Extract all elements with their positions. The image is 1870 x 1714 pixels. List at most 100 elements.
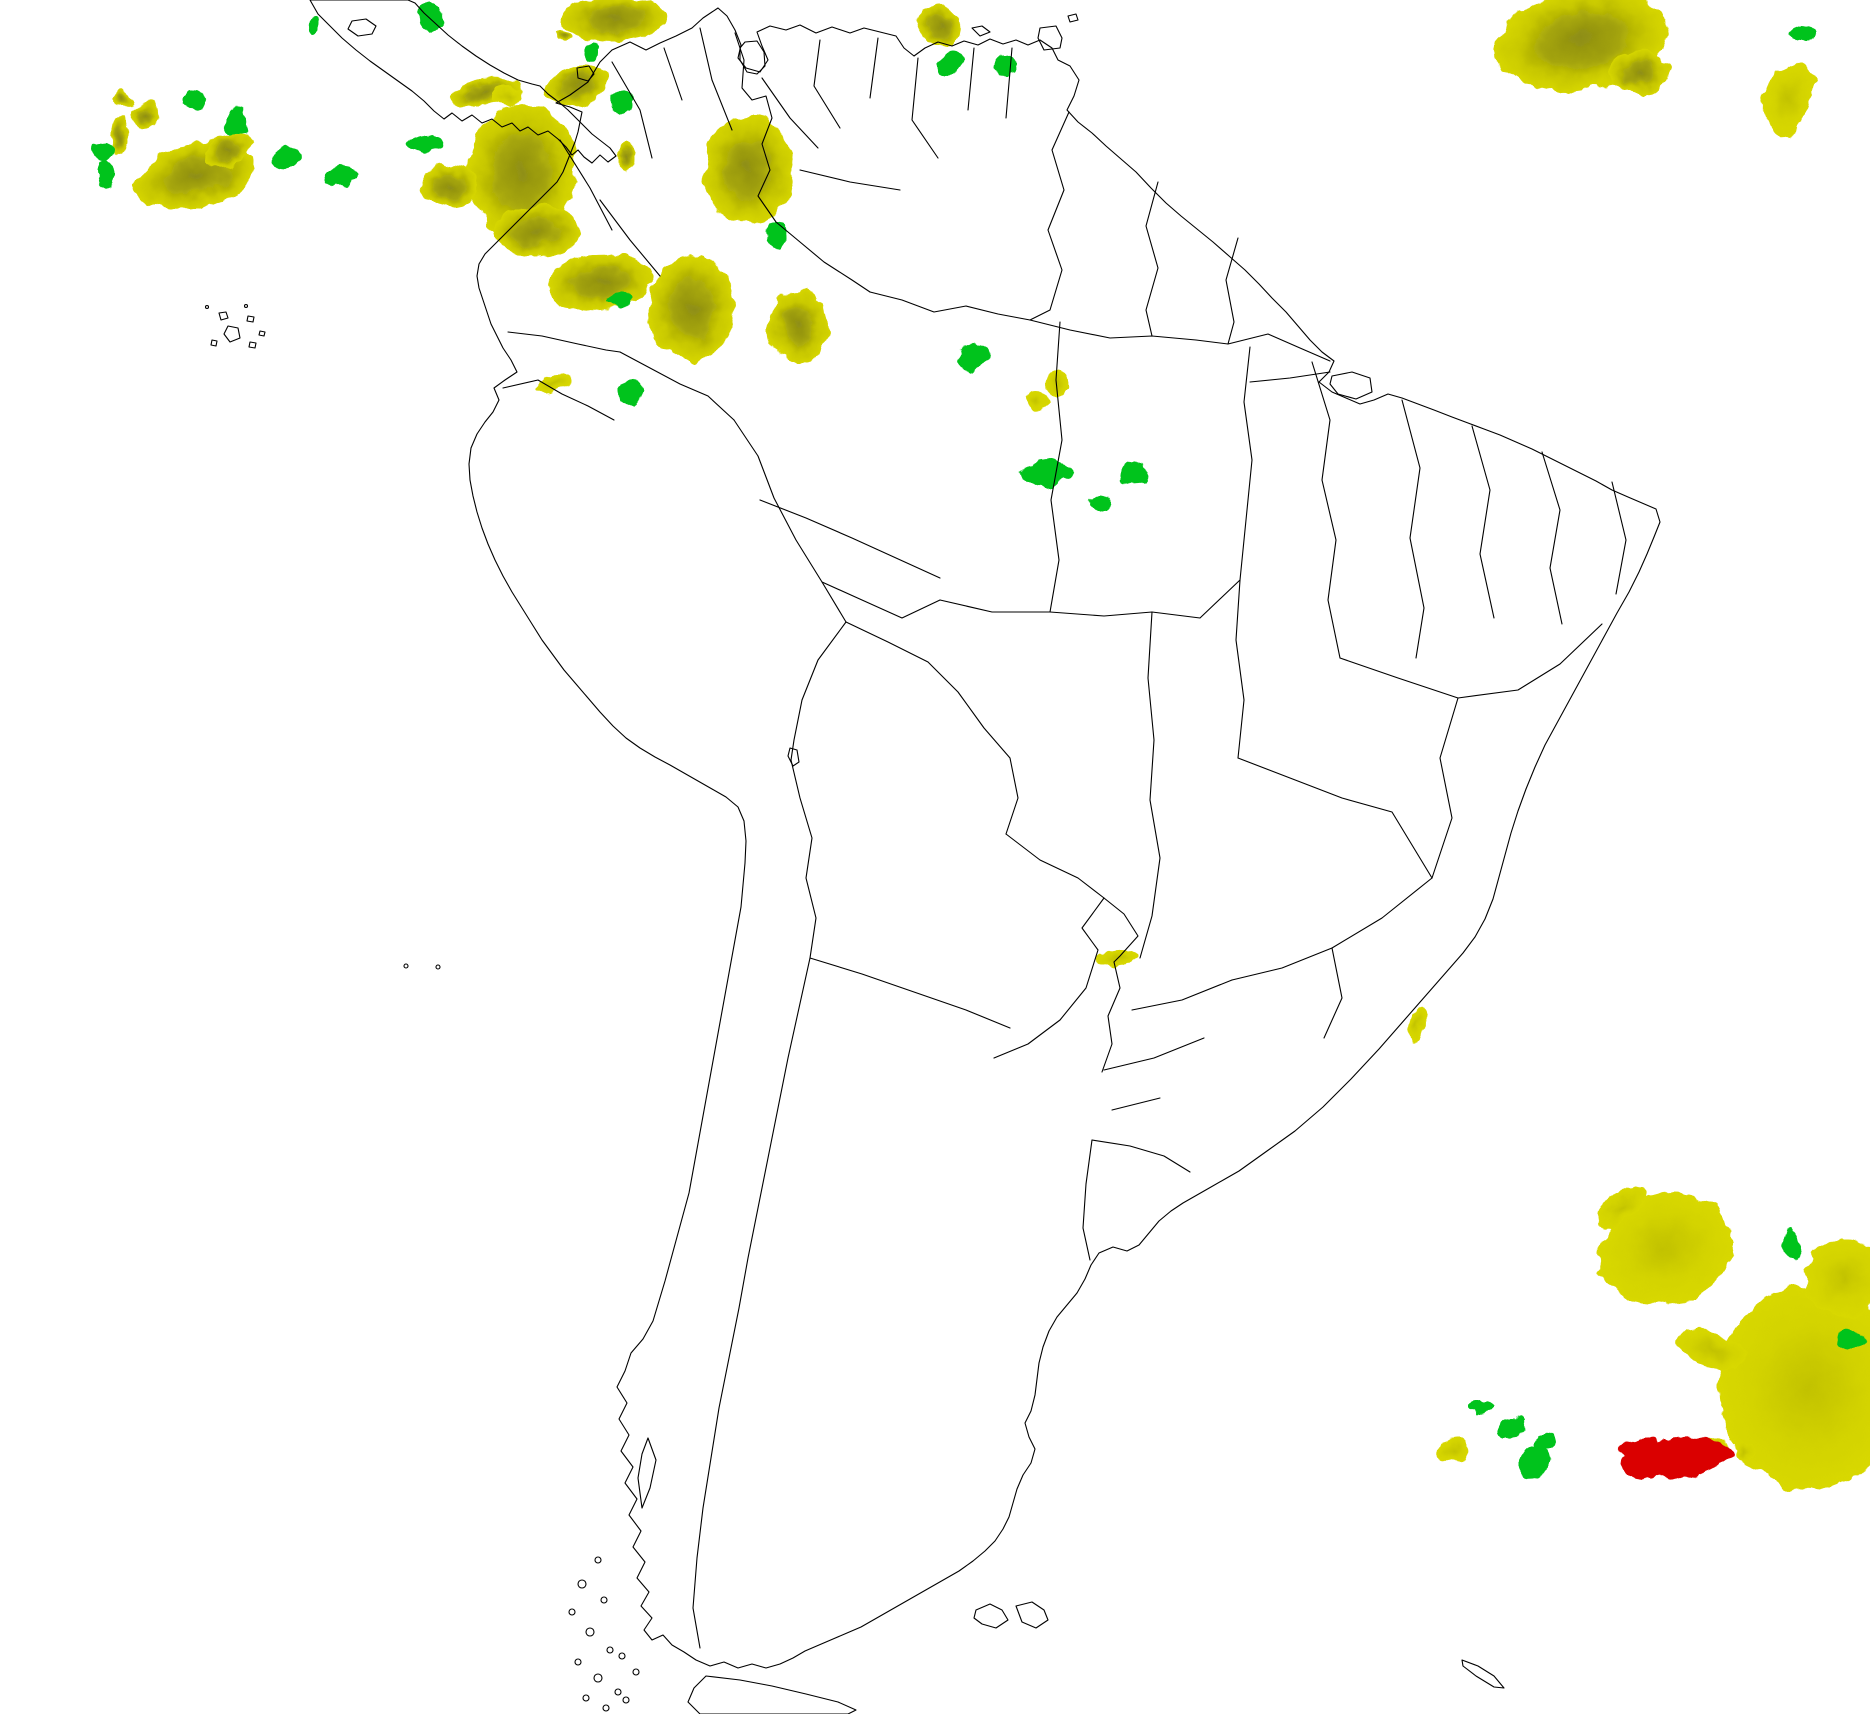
rain-cell-moderate: [1597, 1186, 1647, 1226]
rain-cell-light: [1089, 494, 1113, 510]
brazil-state-mt-north: [939, 579, 1241, 619]
fjord-islet-12: [622, 1696, 630, 1704]
rain-cell-intense: [1618, 1436, 1658, 1458]
precipitation-layer: [92, 0, 1870, 1490]
fjord-islet-1: [594, 1556, 602, 1564]
galapagos-dot-1: [204, 304, 210, 310]
rain-cell-light: [1792, 26, 1818, 42]
fjord-islet-5: [585, 1627, 595, 1637]
rain-cell-light: [609, 292, 631, 308]
rain-cell-light: [92, 141, 114, 161]
border-guyana-suriname: [1145, 181, 1159, 337]
rain-cell-light: [274, 147, 302, 167]
brazil-state-sc-rs: [1111, 1097, 1161, 1111]
rain-cell-moderate: [1046, 373, 1070, 395]
brazil-state-mg-sp: [1231, 877, 1433, 981]
rain-cell-light: [1534, 1434, 1556, 1450]
trinidad-island: [1037, 25, 1063, 51]
galapagos-isabela: [223, 325, 241, 343]
galapagos-islet-2: [246, 315, 255, 323]
rain-cell-light: [1782, 1232, 1800, 1264]
rain-cell-heavy: [131, 101, 159, 129]
fjord-islet-7: [574, 1658, 582, 1666]
rain-cell-light: [959, 345, 989, 371]
galapagos-islet-4: [210, 339, 218, 347]
border-venezuela-guyana: [1029, 111, 1070, 321]
rain-cell-heavy: [563, 0, 667, 41]
rain-cell-heavy: [917, 8, 963, 46]
rain-cell-light: [1471, 1401, 1493, 1413]
south-georgia-island: [1461, 1659, 1505, 1689]
border-argentina-paraguay: [993, 897, 1105, 1059]
border-venezuela-colombia: [734, 32, 871, 293]
brazil-state-am-ac: [759, 499, 941, 579]
river-amazon-mouth: [1249, 371, 1331, 383]
brazil-state-go-mg: [1237, 757, 1433, 879]
border-chile-argentina: [692, 957, 811, 1649]
juan-fernandez-islet-2: [435, 964, 441, 970]
rain-cell-moderate: [1718, 1286, 1870, 1490]
rain-cell-heavy: [494, 206, 578, 258]
rain-cell-light: [95, 160, 115, 186]
central-america-coastline: [309, 0, 617, 164]
brazil-state-to-west: [1147, 611, 1155, 801]
lake-maracaibo: [739, 40, 766, 75]
juan-fernandez-islet-1: [403, 963, 409, 969]
brazil-state-pr-sc: [1103, 1037, 1205, 1071]
rain-cell-light: [609, 92, 633, 116]
border-bolivia-chile: [790, 759, 817, 959]
border-peru-brazil: [733, 419, 847, 623]
rain-cell-heavy: [468, 104, 576, 240]
rain-cell-moderate: [1408, 1007, 1426, 1043]
rain-cell-moderate: [539, 374, 571, 394]
venezuela-state-3: [911, 57, 939, 159]
rain-cell-heavy: [704, 116, 792, 224]
border-peru-bolivia: [790, 621, 847, 761]
fjord-islet-3: [600, 1596, 608, 1604]
brazil-state-ba-north: [1339, 623, 1603, 699]
colombia-dept-5: [559, 139, 613, 231]
border-ecuador-peru: [502, 379, 615, 421]
rain-cell-heavy: [557, 30, 571, 42]
brazil-state-to-go: [1235, 579, 1245, 759]
fjord-islet-8: [593, 1673, 603, 1683]
rain-cell-light: [308, 18, 322, 34]
map-lines-layer: [210, 0, 1661, 1714]
brazil-state-ne-3: [1471, 425, 1495, 619]
marajo-island: [1329, 371, 1373, 400]
galapagos-islet-5: [258, 330, 266, 337]
venezuela-state-1: [813, 39, 841, 129]
border-guianas-brazil: [1029, 319, 1331, 362]
rain-cell-light: [223, 108, 249, 136]
border-paraguay-brazil: [1103, 897, 1139, 963]
border-colombia-ecuador: [507, 331, 621, 353]
galapagos-islet-1: [218, 311, 229, 321]
rain-cell-heavy: [768, 291, 828, 363]
fjord-islet-11: [602, 1704, 610, 1712]
venezuela-state-4: [967, 47, 975, 111]
lake-gatun: [576, 65, 595, 82]
tobago-island: [1067, 13, 1079, 23]
border-bolivia-brazil: [845, 621, 1019, 835]
rain-cell-heavy: [421, 165, 481, 207]
rain-cell-moderate: [1805, 1240, 1870, 1316]
galapagos-islet-3: [248, 341, 257, 349]
fjord-islet-10: [582, 1694, 590, 1702]
rain-cell-heavy: [650, 255, 734, 361]
map-islet-dots-layer: [204, 303, 640, 1712]
rain-cell-light: [184, 90, 204, 112]
rain-cell-light: [1521, 1446, 1549, 1478]
fjord-islet-13: [632, 1668, 640, 1676]
venezuela-state-7: [799, 169, 901, 191]
rain-cell-light: [994, 57, 1016, 73]
rain-cell-light: [766, 222, 786, 250]
rain-cell-light: [408, 134, 446, 152]
brazil-state-am-pa: [1049, 321, 1063, 613]
fjord-islet-9: [614, 1688, 622, 1696]
south-america-coastline: [468, 7, 1661, 1669]
falkland-east-island: [1015, 1601, 1049, 1629]
colombia-dept-3: [699, 27, 733, 131]
border-uruguay-brazil: [1091, 1139, 1191, 1173]
